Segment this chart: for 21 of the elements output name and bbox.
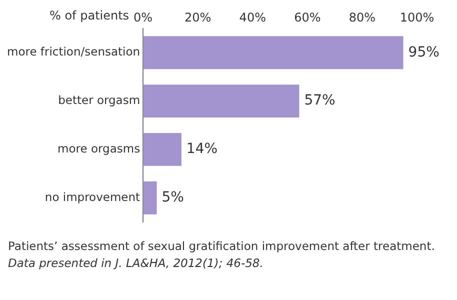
x-tick-label: 0%: [134, 10, 153, 24]
data-label: 14%: [186, 141, 218, 158]
data-label: 57%: [304, 92, 336, 109]
y-tick-label: better orgasm: [58, 93, 140, 108]
y-tick-label: more friction/sensation: [6, 44, 140, 59]
y-tick-label: more orgasms: [58, 141, 140, 156]
data-label: 95%: [408, 44, 440, 60]
x-tick-label: 60%: [294, 10, 321, 24]
y-tick-label: no improvement: [44, 190, 141, 204]
x-tick-label: 20%: [184, 10, 212, 24]
bar: [143, 84, 300, 118]
x-tick-label: 100%: [400, 10, 434, 24]
x-tick-label: 40%: [239, 10, 266, 24]
text: Patients’ assessment of sexual gratification improvement after treatment.: [8, 238, 436, 255]
bar: [143, 36, 404, 70]
bar: [143, 133, 182, 166]
bar: [143, 181, 157, 214]
x-tick-label: 80%: [348, 10, 376, 24]
text: Data presented in J. LA&HA, 2012(1); 46-58.: [8, 255, 264, 272]
data-label: 5%: [162, 190, 184, 206]
x-axis-title: % of patients: [50, 8, 130, 23]
